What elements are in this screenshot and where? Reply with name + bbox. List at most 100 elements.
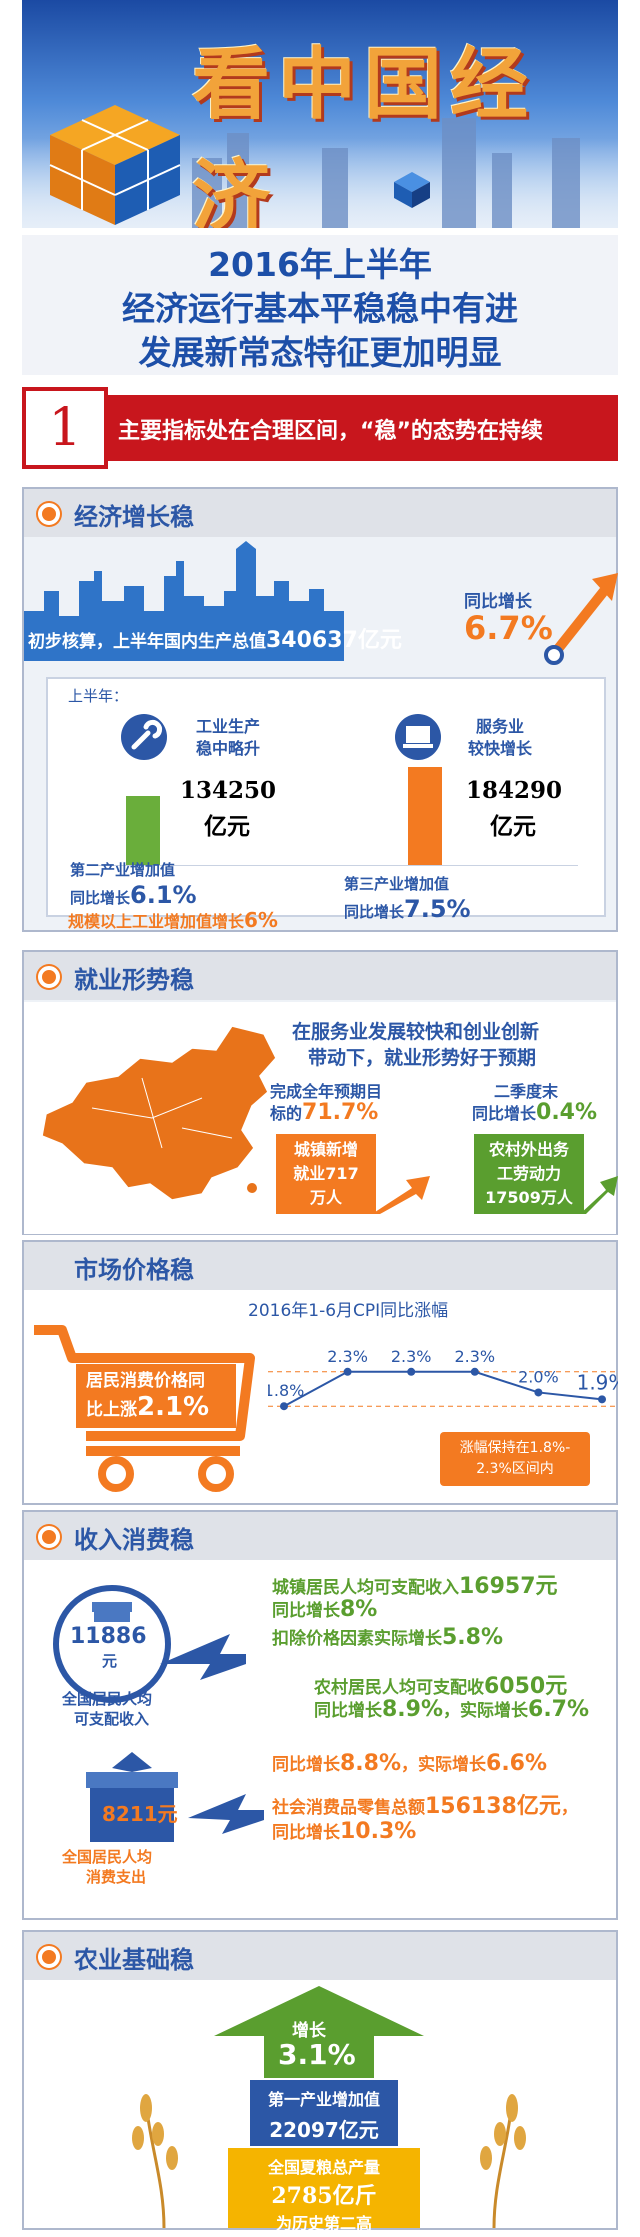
cpi-data-label: 1.8% [268,1381,304,1400]
rural-workers-2: 工劳动力 [496,1164,561,1183]
shopping-cart-icon [34,1325,255,1492]
spend-real-value: 6.6% [486,1751,548,1776]
industrial-added-label: 规模以上工业增加值增长 [68,912,245,931]
rural-real-label: ，实际增长 [443,1701,529,1721]
spend-yoy-value: 8.8% [340,1751,402,1776]
rural-yoy: 同比增长8.9%，实际增长6.7% [314,1696,589,1722]
urban-yoy-value: 8% [340,1597,378,1622]
half-year-box: 上半年： 工业生产 稳中略升 134250 亿元 服务业 较快增长 184290… [46,677,606,917]
price-panel-header: 市场价格稳 [24,1242,616,1290]
bullet-icon [38,503,60,525]
service-bar-track [408,767,442,865]
wheat-right-icon [480,2094,526,2228]
industry-value: 134250 [180,777,277,804]
agri-growth-label: 增长 [292,2021,326,2041]
urban-yoy: 同比增长8% [272,1596,377,1622]
industry-title-1: 工业生产 [196,717,261,736]
cpi-line-chart: 1.8% 2.3% 2.3% 2.3% 2.0% 1.9% [268,1347,618,1411]
avg-spend-label-1: 全国居民人均 [62,1848,153,1866]
employment-panel-header: 就业形势稳 [24,952,616,1000]
spend-yoy-label: 同比增长 [272,1755,340,1775]
agri-growth-value: 3.1% [278,2038,356,2071]
urban-jobs-1: 城镇新增 [293,1140,358,1159]
grain-box: 全国夏粮总产量 2785亿斤 为历史第二高 [228,2148,420,2233]
header-banner: 看中国经济 [22,0,618,228]
q2-label: 同比增长0.4% [472,1100,597,1125]
growth-title: 经济增长稳 [74,503,194,531]
headline-line-2: 经济运行基本平稳稳中有进 [122,289,518,328]
service-unit: 亿元 [490,814,536,840]
rural-real-value: 6.7% [528,1697,590,1722]
baseline [88,865,578,866]
growth-panel: 经济增长稳 初步核算，上半年国内生产总值340637亿元 同比增长 6.7% 上… [22,487,618,932]
avg-income-label-1: 全国居民人均 [62,1690,153,1708]
spend-real-label: ，实际增长 [401,1755,487,1775]
price-panel: 市场价格稳 2016年1-6月CPI同比涨幅 居民消费价格同 比上涨2.1% 1… [22,1240,618,1505]
target-label: 标的71.7% [270,1100,378,1125]
wrench-icon [121,714,167,760]
headline-line-3: 发展新常态特征更加明显 [138,333,502,372]
cpi-series-line [283,1370,603,1408]
income-circle-icon [53,1585,246,1703]
half-year-label: 上半年： [68,687,129,705]
bullet-icon [38,966,60,988]
retail-yoy: 同比增长10.3% [272,1818,416,1844]
employment-lead-1: 在服务业发展较快和创业创新 [292,1021,540,1043]
cpi-data-label: 2.3% [327,1347,368,1366]
tertiary-label-2: 同比增长 [344,903,405,921]
target-label-2: 标的 [270,1104,303,1123]
city-skyline-icon [24,541,344,661]
q2-label-2: 同比增长 [472,1104,537,1123]
agriculture-panel: 农业基础稳 增长 3.1% 第一产业增加值 22097亿元 全国夏粮总产量 27… [22,1930,618,2233]
green-up-arrow-icon [214,1986,424,2078]
cpi-data-label: 2.0% [518,1367,559,1386]
urban-income: 城镇居民人均可支配收入16957元 [272,1568,558,1600]
rural-income-value: 6050元 [484,1674,568,1699]
building [442,118,476,228]
spend-yoy: 同比增长8.8%，实际增长6.6% [272,1750,547,1776]
secondary-label-1: 第二产业增加值 [70,861,176,879]
industry-bar [126,796,160,865]
gdp-text: 初步核算，上半年国内生产总值340637亿元 [28,622,402,654]
building [227,133,249,228]
rural-income: 农村居民人均可支配收6050元 [314,1668,567,1700]
rural-workers-box: 农村外出务 工劳动力 17509万人 [474,1134,584,1214]
gdp-yoy-value: 6.7% [464,609,553,647]
retail-yoy-label: 同比增长 [272,1823,340,1843]
cube-stack-icon [49,105,181,225]
primary-value: 22097亿元 [269,2118,379,2142]
bullet-icon [38,1946,60,1968]
target-value: 71.7% [302,1100,379,1125]
section-title: 主要指标处在合理区间，“稳”的态势在持续 [118,419,543,444]
tertiary-label: 同比增长7.5% [344,895,471,923]
rural-workers-1: 农村外出务 [488,1140,569,1159]
cpi-point [407,1367,416,1376]
cpi-point [470,1367,479,1376]
small-cube-icon [394,172,430,208]
range-note-2: 2.3%区间内 [476,1461,554,1477]
avg-spend-value: 8211元 [102,1802,178,1826]
industry-title-2: 稳中略升 [196,739,261,758]
gdp-label: 初步核算，上半年国内生产总值 [28,632,266,652]
range-note-1: 涨幅保持在1.8%- [459,1440,571,1456]
cpi-point [343,1367,352,1376]
service-value: 184290 [466,777,563,804]
cpi-data-label: 2.3% [391,1347,432,1366]
urban-jobs-box: 城镇新增 就业717 万人 [276,1134,376,1214]
orange-arrow-icon [372,1176,430,1214]
bullet-icon [38,1526,60,1548]
up-arrow-icon [544,573,618,665]
rural-workers-3: 17509万人 [485,1188,573,1207]
income-panel: 收入消费稳 11886 元 全国居民人均 可支配收入 城镇居民人均可支配收入16… [22,1510,618,1920]
wheat-left-icon [132,2094,178,2228]
service-title-1: 服务业 [476,717,525,736]
building [192,158,222,228]
growth-panel-header: 经济增长稳 [24,489,616,537]
building [492,153,512,228]
agriculture-panel-header: 农业基础稳 [24,1932,616,1980]
avg-spend-label-2: 消费支出 [86,1868,147,1886]
retail: 社会消费品零售总额156138亿元， [272,1788,578,1820]
target-label-1: 完成全年预期目 [270,1082,383,1101]
price-title: 市场价格稳 [74,1256,194,1284]
section-number: 1 [22,387,108,469]
